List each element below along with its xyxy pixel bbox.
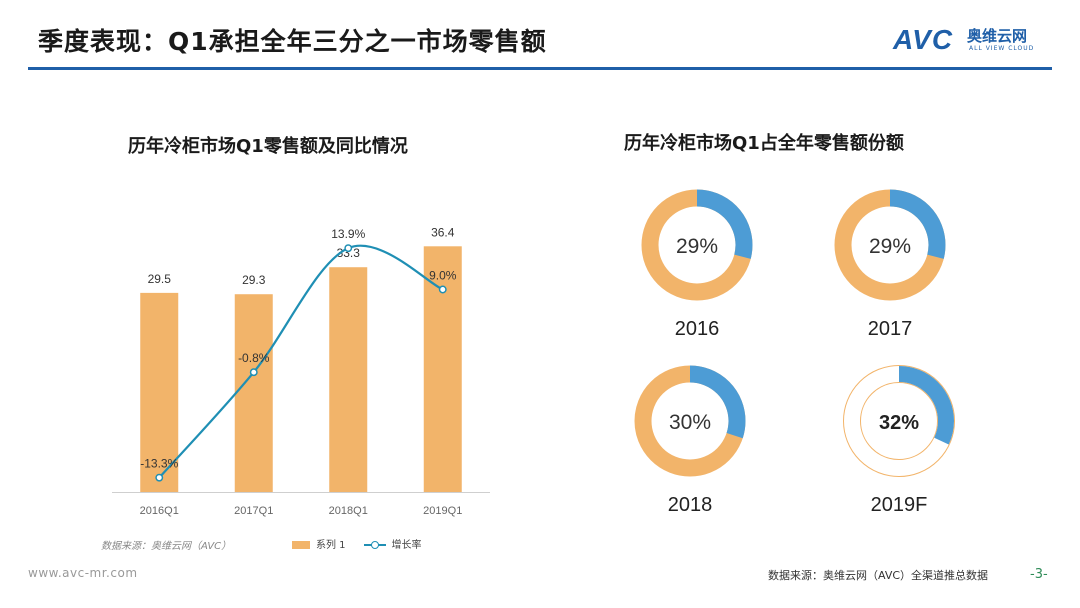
- growth-point-2019Q1: [438, 285, 447, 294]
- growth-label-2019Q1: 9.0%: [429, 269, 457, 283]
- donut-share-arc-2019f: [844, 366, 954, 476]
- legend-line-swatch: [363, 540, 386, 550]
- donut-share-arc-2018: [634, 365, 746, 477]
- x-tick-2018Q1: 2018Q1: [329, 505, 368, 517]
- x-tick-2017Q1: 2017Q1: [234, 505, 273, 517]
- bar-value-label-2018Q1: 33.3: [337, 246, 361, 260]
- x-tick-2019Q1: 2019Q1: [423, 505, 462, 517]
- bar-chart-title: 历年冷柜市场Q1零售额及同比情况: [128, 136, 408, 157]
- bar-value-label-2019Q1: 36.4: [431, 225, 455, 239]
- chart-legend: 系列 1 增长率: [292, 536, 422, 551]
- bar-2017Q1: [234, 294, 273, 492]
- footer-source: 数据来源：奥维云网（AVC）全渠道推总数据: [768, 569, 989, 582]
- donut-share-arc-2017: [834, 189, 946, 301]
- donut-year-label-2017: 2017: [868, 318, 913, 340]
- donut-year-label-2019f: 2019F: [871, 494, 928, 516]
- donut-ring-outer-2019f: [843, 365, 955, 477]
- donut-share-label-2017: 29%: [869, 235, 911, 258]
- avc-logo: AVC 奥维云网 ALL VIEW CLOUD: [893, 24, 1053, 58]
- footer-url: www.avc-mr.com: [28, 566, 138, 580]
- bar-value-label-2017Q1: 29.3: [242, 273, 266, 287]
- legend-bar-label: 系列 1: [316, 540, 346, 551]
- donut-year-label-2016: 2016: [675, 318, 720, 340]
- growth-label-2018Q1: 13.9%: [331, 227, 365, 241]
- bar-value-label-2016Q1: 29.5: [148, 272, 172, 286]
- bar-2019Q1: [423, 246, 462, 492]
- x-tick-2016Q1: 2016Q1: [140, 505, 179, 517]
- growth-point-2016Q1: [155, 473, 164, 482]
- chart-source-note: 数据来源：奥维云网（AVC）: [101, 541, 232, 552]
- growth-rate-line: [158, 244, 444, 479]
- donut-share-arc-2016: [641, 189, 753, 301]
- bar-2016Q1: [140, 292, 179, 492]
- legend-bar-swatch: [292, 541, 310, 549]
- page-number: -3-: [1030, 567, 1048, 582]
- growth-label-2017Q1: -0.8%: [238, 351, 270, 365]
- donut-ring-inner-2019f: [860, 382, 938, 460]
- growth-point-2018Q1: [344, 244, 353, 253]
- donut-year-label-2018: 2018: [668, 494, 713, 516]
- growth-point-2017Q1: [249, 368, 258, 377]
- logo-mark: AVC: [893, 24, 954, 55]
- logo-cn-text: 奥维云网: [967, 27, 1028, 45]
- donut-share-label-2016: 29%: [676, 235, 718, 258]
- logo-en-text: ALL VIEW CLOUD: [969, 45, 1035, 52]
- title-divider: [28, 67, 1052, 70]
- donut-share-label-2019f: 32%: [879, 412, 919, 434]
- donut-chart-title: 历年冷柜市场Q1占全年零售额份额: [624, 133, 904, 154]
- bar-2018Q1: [329, 267, 368, 492]
- legend-line-label: 增长率: [391, 540, 422, 551]
- page-title: 季度表现：Q1承担全年三分之一市场零售额: [38, 27, 547, 56]
- growth-label-2016Q1: -13.3%: [140, 457, 178, 471]
- donut-share-label-2018: 30%: [669, 411, 711, 434]
